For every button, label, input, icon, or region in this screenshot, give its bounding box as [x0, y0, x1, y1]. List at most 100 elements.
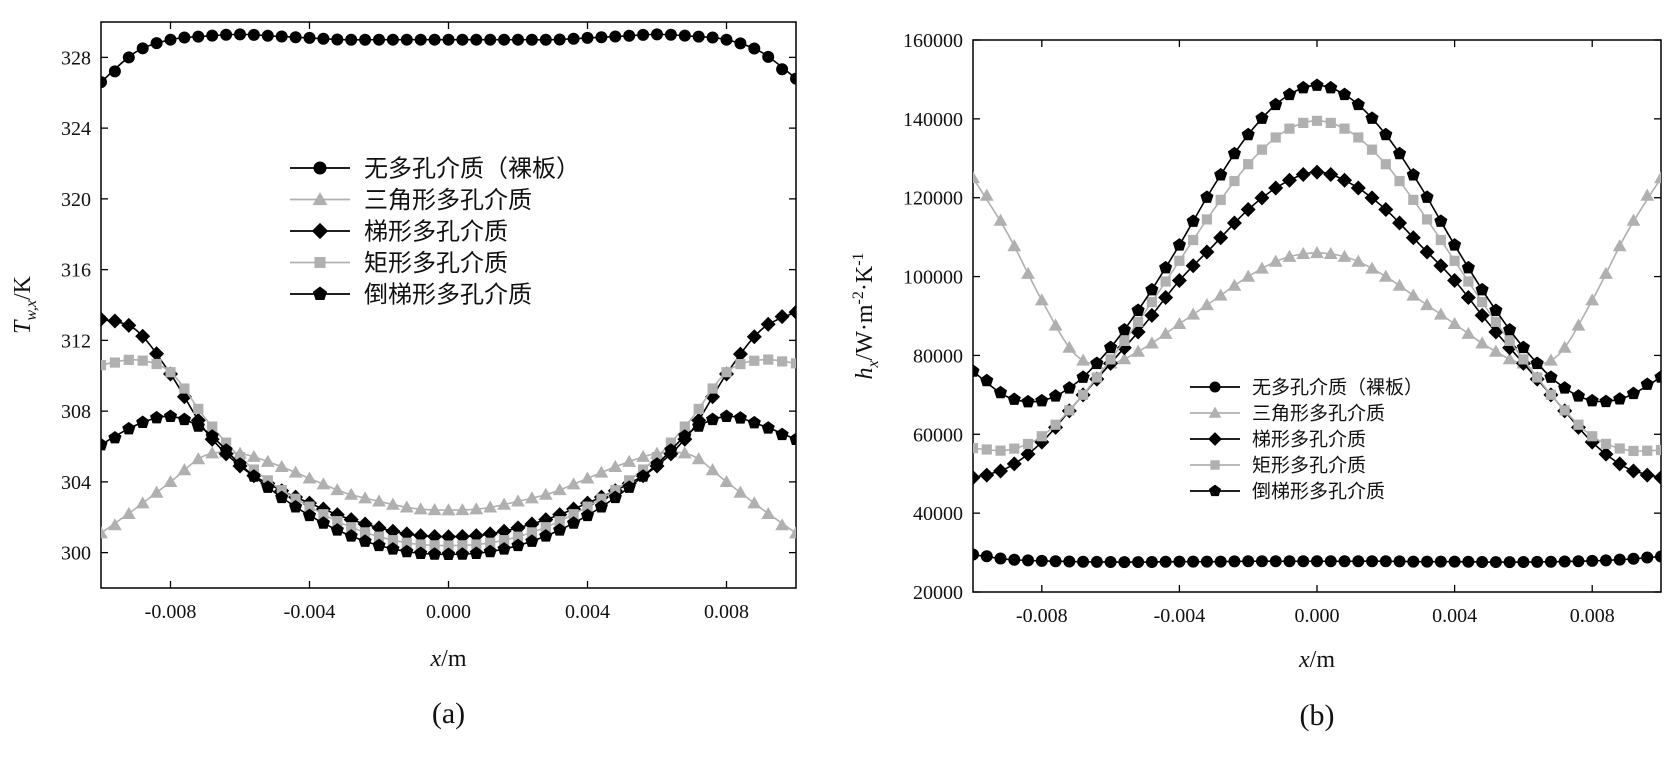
series-marker — [650, 457, 664, 470]
series-marker — [1653, 470, 1661, 486]
series-marker — [1477, 296, 1488, 308]
series-marker — [1282, 249, 1297, 262]
series-marker — [1626, 386, 1641, 400]
series-marker — [1117, 322, 1131, 336]
series-marker — [1021, 266, 1035, 279]
y-tick-label: 60000 — [913, 424, 963, 446]
series-marker — [1338, 555, 1351, 568]
series-marker — [973, 442, 979, 454]
legend-label: 倒梯形多孔介质 — [364, 280, 532, 308]
plot-area — [101, 28, 796, 560]
series-marker — [973, 470, 981, 486]
series-marker — [1226, 215, 1242, 231]
series-marker — [1600, 438, 1612, 449]
series-marker — [1186, 214, 1200, 227]
series-marker — [692, 419, 706, 432]
y-axis-label: Tw,x/K — [10, 275, 40, 334]
series-marker — [1337, 172, 1353, 188]
series-marker — [1311, 115, 1323, 126]
series-marker — [979, 188, 994, 201]
series-marker — [1105, 354, 1116, 365]
series-marker — [747, 496, 762, 509]
series-marker — [1572, 555, 1585, 568]
y-tick-label: 100000 — [903, 267, 963, 289]
series-marker — [288, 465, 303, 478]
x-tick-label: 0.004 — [1432, 605, 1477, 627]
series-marker — [1255, 111, 1269, 124]
series-marker — [455, 547, 469, 560]
series-marker — [540, 522, 551, 533]
series-marker — [1559, 405, 1570, 416]
series-marker — [1420, 298, 1434, 311]
series-marker — [1268, 180, 1284, 196]
series-marker — [1035, 554, 1048, 567]
series-marker — [691, 452, 706, 465]
chart-panel-b: -0.008 -0.004 0.000 0.004 0.008 20000 40000 600… — [850, 30, 1662, 732]
series-marker — [1311, 555, 1323, 568]
series-marker — [219, 443, 233, 456]
y-tick-label: 308 — [61, 401, 91, 423]
series-marker — [1186, 307, 1201, 320]
series-marker — [1006, 456, 1022, 472]
series-marker — [1544, 353, 1558, 366]
series-marker — [1215, 194, 1226, 205]
series-marker — [1614, 443, 1625, 454]
series-marker — [1503, 556, 1516, 569]
series-marker — [136, 415, 150, 429]
series-marker — [1213, 288, 1228, 301]
series-marker — [734, 37, 747, 50]
series-marker — [1379, 127, 1393, 141]
series-marker — [498, 33, 511, 46]
series-marker — [1406, 167, 1420, 181]
series-marker — [1022, 438, 1034, 450]
series-marker — [399, 526, 415, 542]
series-marker — [456, 33, 469, 46]
series-marker — [428, 33, 441, 46]
series-marker — [205, 446, 220, 459]
series-marker — [455, 503, 470, 516]
series-marker — [981, 444, 992, 455]
series-marker — [1048, 318, 1063, 331]
series-marker — [101, 76, 107, 89]
series-marker — [790, 358, 796, 369]
series-marker — [290, 493, 301, 504]
series-marker — [775, 427, 789, 441]
series-marker — [302, 508, 317, 522]
x-tick-label: 0.008 — [704, 601, 749, 623]
series-marker — [1227, 278, 1242, 291]
series-marker — [164, 33, 177, 46]
series-marker — [1090, 356, 1104, 370]
series-marker — [414, 33, 427, 46]
series-marker — [1007, 392, 1021, 405]
series-marker — [511, 494, 525, 507]
series-marker — [1325, 117, 1336, 129]
series-marker — [790, 72, 796, 85]
series-marker — [429, 540, 440, 551]
series-marker — [177, 412, 191, 426]
series-marker — [1076, 370, 1090, 383]
series-marker — [1625, 463, 1641, 479]
series-marker — [428, 547, 442, 560]
series-marker — [789, 432, 796, 446]
series-marker — [1392, 215, 1408, 231]
series-marker — [1462, 555, 1475, 568]
legend-label: 倒梯形多孔介质 — [1252, 481, 1385, 503]
series-marker — [497, 542, 511, 555]
series-marker — [441, 503, 456, 516]
series-marker — [457, 540, 468, 551]
series-marker — [705, 463, 720, 476]
series-marker — [1405, 230, 1421, 246]
series-marker — [1035, 393, 1049, 407]
series-marker — [345, 33, 358, 46]
series-marker — [247, 469, 261, 482]
series-marker — [1433, 258, 1449, 274]
series-marker — [101, 526, 108, 539]
series-marker — [234, 452, 246, 463]
series-marker — [261, 29, 274, 42]
series-marker — [993, 213, 1008, 226]
series-marker — [1187, 555, 1200, 568]
series-marker — [761, 506, 776, 520]
series-marker — [1461, 260, 1475, 274]
series-marker — [1283, 555, 1296, 568]
